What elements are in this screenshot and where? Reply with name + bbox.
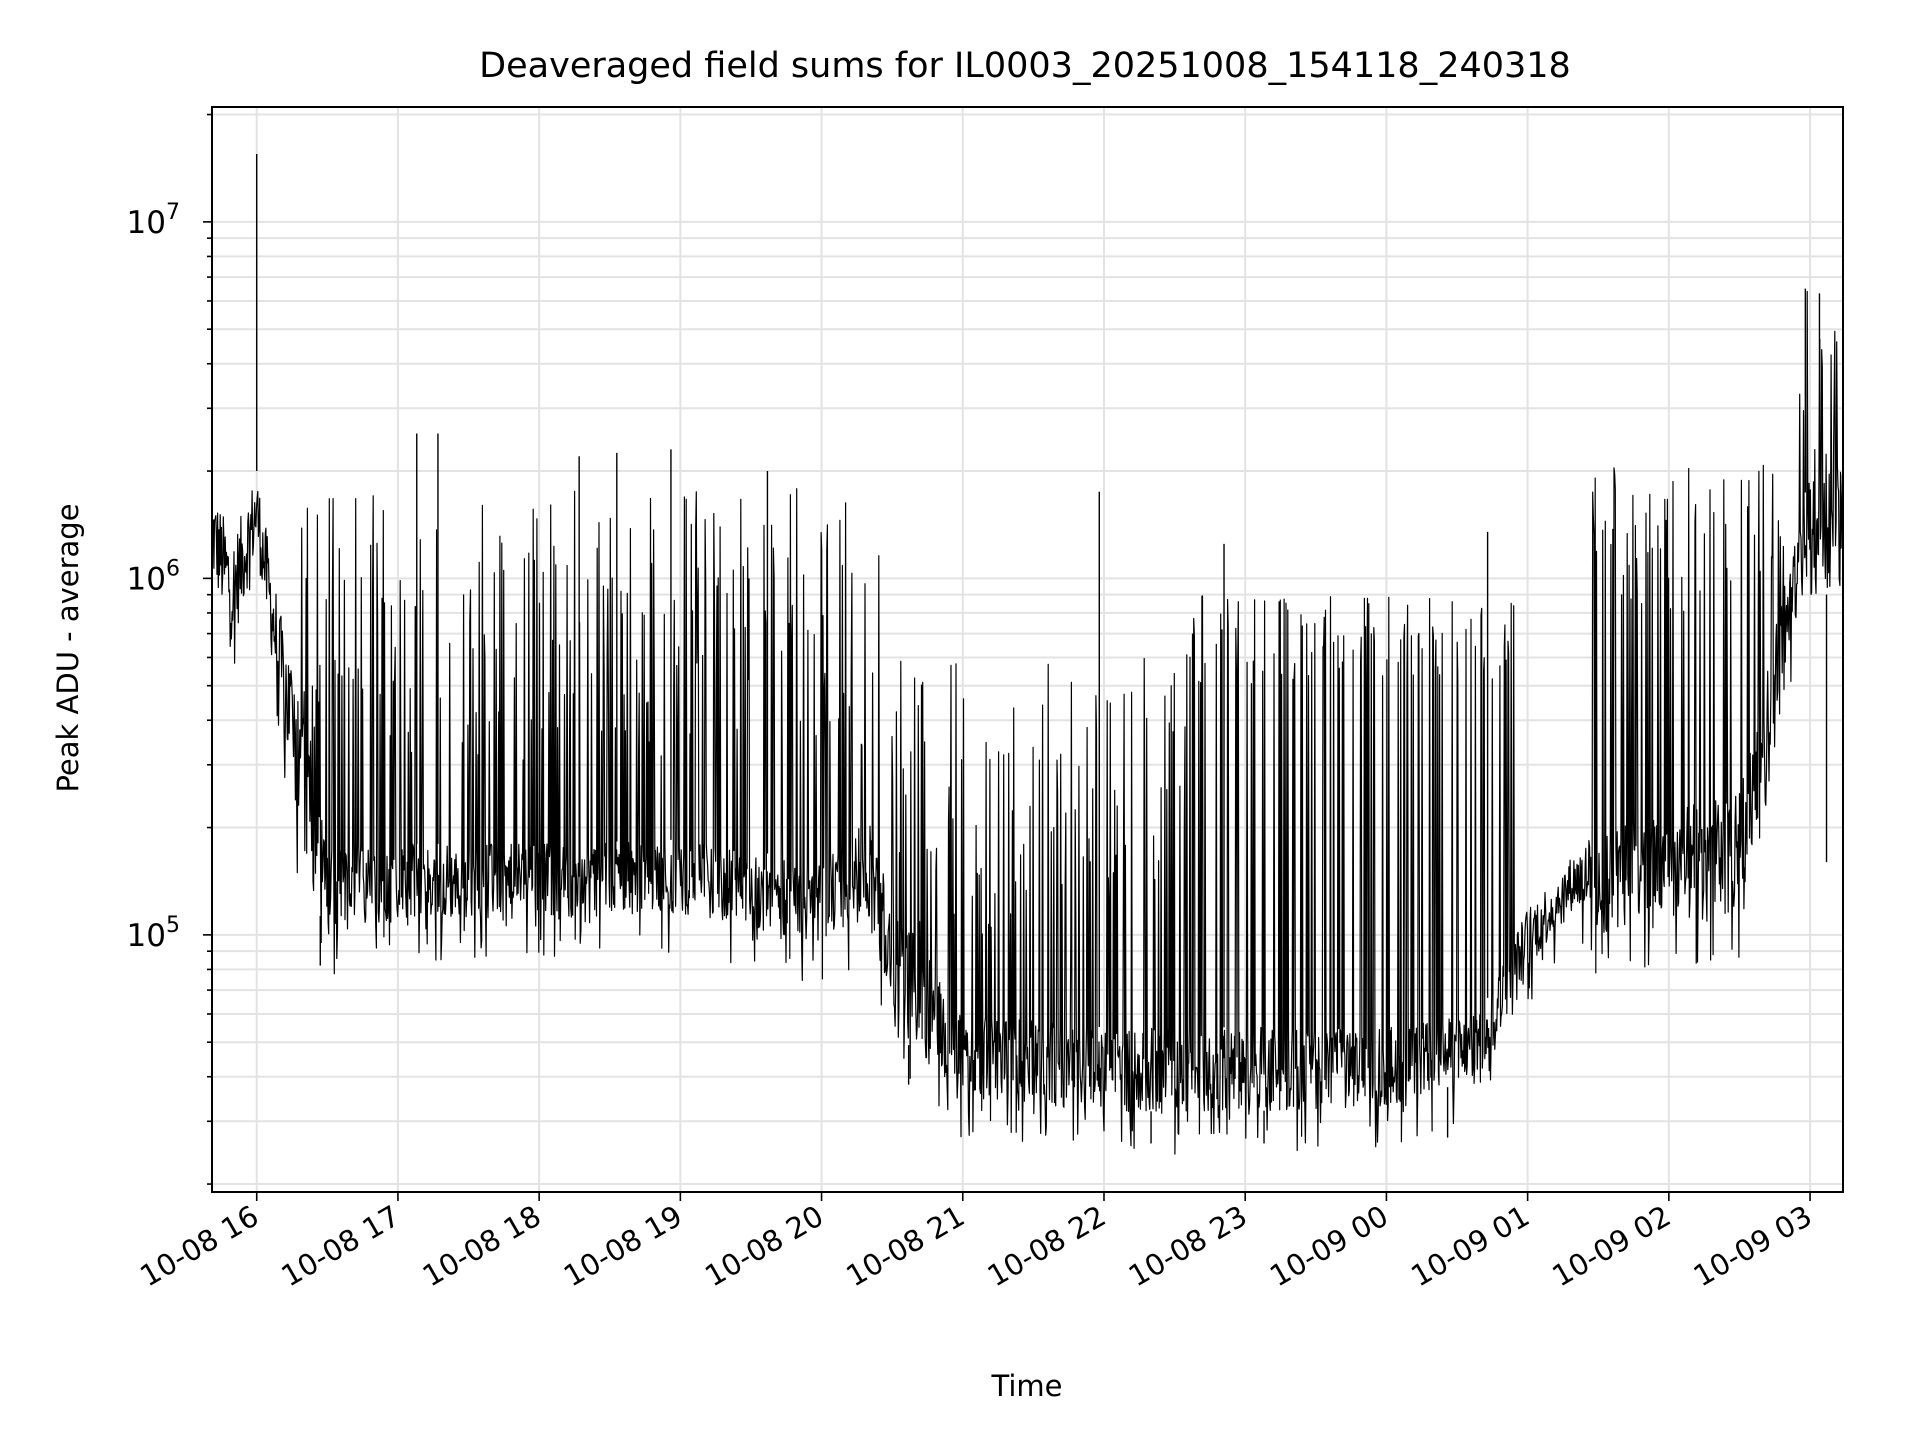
data-series-line [211, 290, 1844, 1155]
y-tick-label: 105 [127, 913, 180, 954]
y-axis-label: Peak ADU - average [51, 503, 85, 792]
x-axis-label: Time [991, 1369, 1063, 1403]
series-layer [211, 154, 1844, 1155]
chart-title: Deaveraged field sums for IL0003_2025100… [479, 46, 1571, 86]
plot-frame [211, 106, 1844, 1193]
y-tick-label: 107 [127, 200, 180, 241]
y-tick-label: 106 [127, 556, 180, 597]
grid-layer [212, 107, 1843, 1192]
